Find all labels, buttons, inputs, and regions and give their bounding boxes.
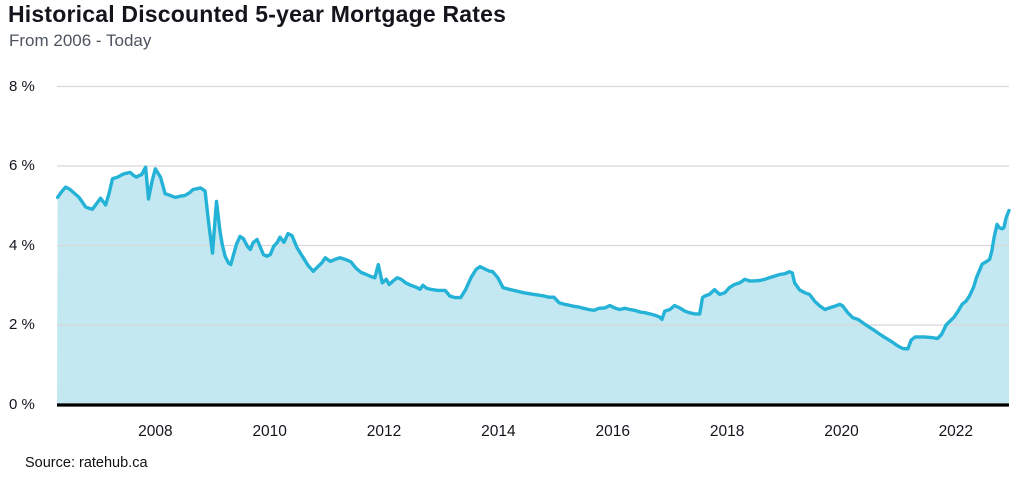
page-subtitle: From 2006 - Today: [9, 31, 152, 50]
y-axis-label-4pct: 4 %: [9, 236, 35, 254]
x-axis-label-2012: 2012: [366, 423, 402, 440]
x-axis-label-2014: 2014: [481, 423, 516, 440]
rate-line: [55, 165, 1011, 351]
source-note: Source: ratehub.ca: [25, 455, 148, 471]
x-axis-label-2008: 2008: [138, 423, 173, 440]
y-axis-label-8pct: 8 %: [9, 77, 35, 95]
x-axis-label-2022: 2022: [938, 423, 974, 440]
area-fill: [57, 167, 1009, 405]
x-axis-label-2016: 2016: [595, 423, 630, 440]
x-axis-label-2020: 2020: [824, 423, 859, 440]
x-axis-label-2018: 2018: [709, 423, 745, 440]
x-axis-label-2010: 2010: [252, 423, 287, 440]
page-title: Historical Discounted 5-year Mortgage Ra…: [8, 1, 507, 27]
y-axis-label-2pct: 2 %: [9, 316, 35, 333]
y-axis-label-0pct: 0 %: [9, 395, 35, 413]
y-axis-label-6pct: 6 %: [9, 157, 35, 174]
